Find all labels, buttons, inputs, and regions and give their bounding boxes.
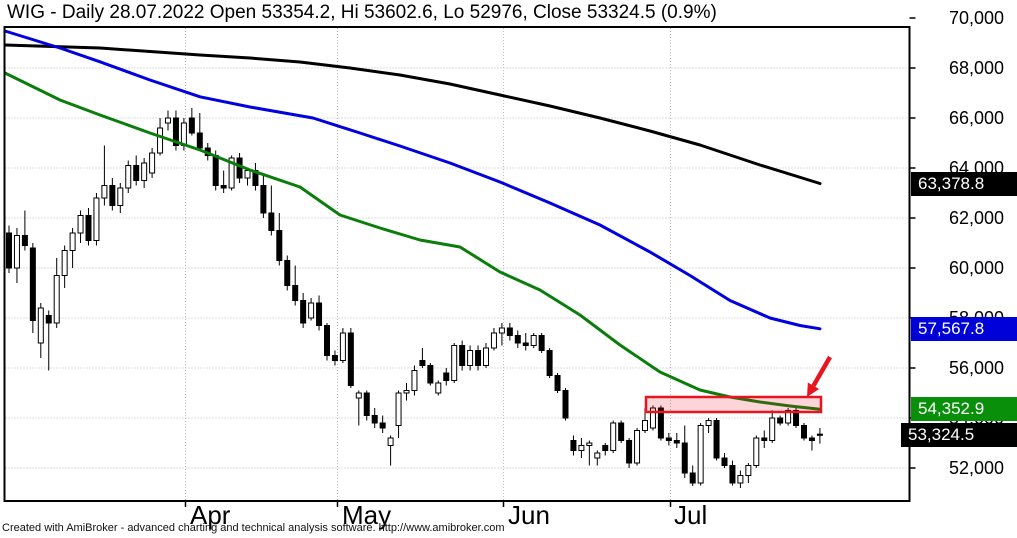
ma-price-badge: 57,567.8 [911,316,1017,341]
footer-text: Created with AmiBroker - advanced charti… [2,522,505,534]
y-axis-label: 60,000 [948,258,1004,278]
ma-price-badge: 63,378.8 [911,171,1017,196]
gridlines [5,28,909,500]
y-axis-label: 56,000 [948,358,1004,378]
candlestick-series [6,108,823,488]
month-label: May [342,500,392,530]
y-axis-label: 68,000 [948,58,1004,78]
last-price-badge: 53,324.5 [901,422,1017,447]
plot-frame [3,26,911,502]
month-label: Apr [190,500,231,530]
annotation-arrow-icon [807,355,832,397]
ma-price-badge: 54,352.9 [911,397,1017,422]
footer-credit: Created with AmiBroker - advanced charti… [2,522,505,534]
long-ma-black [3,43,822,185]
badge-value: 57,567.8 [911,316,1017,341]
badge-value: 63,378.8 [911,171,1017,196]
y-axis-label: 70,000 [948,8,1004,28]
resistance-zone [644,395,823,414]
chart-title: WIG - Daily 28.07.2022 Open 53354.2, Hi … [7,2,722,25]
badge-value: 54,352.9 [911,397,1017,422]
y-axis-label: 66,000 [948,108,1004,128]
month-label: Jul [674,500,708,530]
y-axis-label: 52,000 [948,458,1004,478]
y-axis-label: 62,000 [948,208,1004,228]
badge-value: 53,324.5 [901,422,1017,447]
month-label: Jun [508,500,550,530]
mid-ma-blue [3,29,822,331]
short-ma-green [3,71,822,411]
